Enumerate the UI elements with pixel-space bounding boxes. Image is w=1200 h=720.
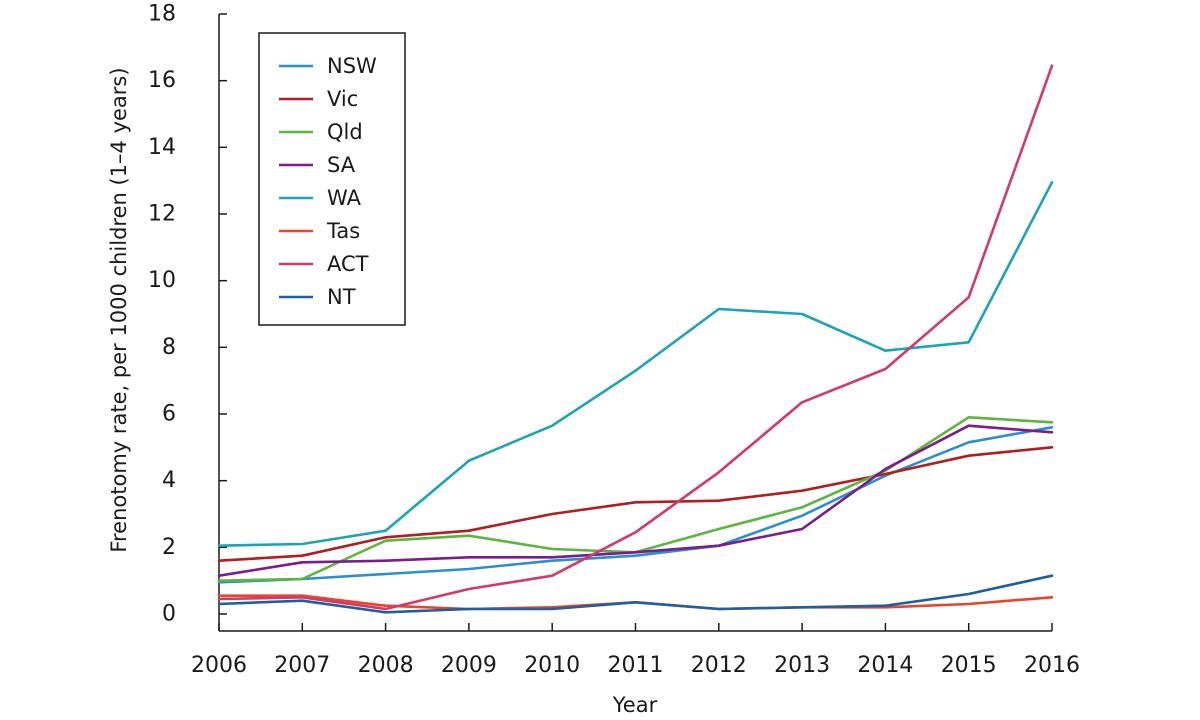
legend-label-qld: Qld <box>327 120 363 144</box>
series-line-vic <box>217 445 1054 563</box>
y-tick-label: 4 <box>162 468 176 493</box>
y-tick-label: 0 <box>162 602 176 627</box>
y-tick-label: 18 <box>148 2 176 27</box>
legend-label-sa: SA <box>327 153 356 177</box>
legend: NSW Vic Qld SA WA Tas ACT NT <box>258 32 406 326</box>
series-line-nt <box>217 574 1054 614</box>
legend-label-nsw: NSW <box>327 54 377 78</box>
x-tick-label: 2011 <box>608 653 664 678</box>
legend-label-wa: WA <box>327 186 362 210</box>
y-tick-label: 14 <box>148 135 176 160</box>
legend-label-tas: Tas <box>326 219 360 243</box>
y-tick-label: 12 <box>148 202 176 227</box>
legend-label-act: ACT <box>327 252 369 276</box>
x-tick-label: 2008 <box>358 653 414 678</box>
legend-box <box>258 32 406 326</box>
x-tick-label: 2007 <box>274 653 330 678</box>
x-axis-title: Year <box>612 693 658 717</box>
y-ticks: 0 2 4 6 8 10 12 14 16 18 <box>148 2 227 627</box>
x-tick-label: 2010 <box>524 653 580 678</box>
series-line-nsw <box>217 425 1054 584</box>
x-tick-label: 2016 <box>1024 653 1080 678</box>
series-line-wa <box>217 181 1054 548</box>
y-tick-label: 8 <box>162 335 176 360</box>
x-tick-label: 2015 <box>941 653 997 678</box>
legend-label-vic: Vic <box>327 87 358 111</box>
x-ticks: 2006 2007 2008 2009 2010 2011 2012 2013 2014 2015… <box>191 623 1080 678</box>
series-lines <box>217 64 1054 614</box>
x-tick-label: 2006 <box>191 653 247 678</box>
y-tick-label: 6 <box>162 402 176 427</box>
x-tick-label: 2013 <box>774 653 830 678</box>
y-tick-label: 2 <box>162 535 176 560</box>
legend-label-nt: NT <box>327 285 356 309</box>
y-tick-label: 10 <box>148 268 176 293</box>
x-tick-label: 2009 <box>441 653 497 678</box>
x-tick-label: 2012 <box>691 653 747 678</box>
series-line-sa <box>217 424 1054 578</box>
x-tick-label: 2014 <box>857 653 913 678</box>
series-line-act <box>217 64 1054 611</box>
y-tick-label: 16 <box>148 68 176 93</box>
y-axis-title: Frenotomy rate, per 1000 children (1–4 y… <box>107 67 131 552</box>
